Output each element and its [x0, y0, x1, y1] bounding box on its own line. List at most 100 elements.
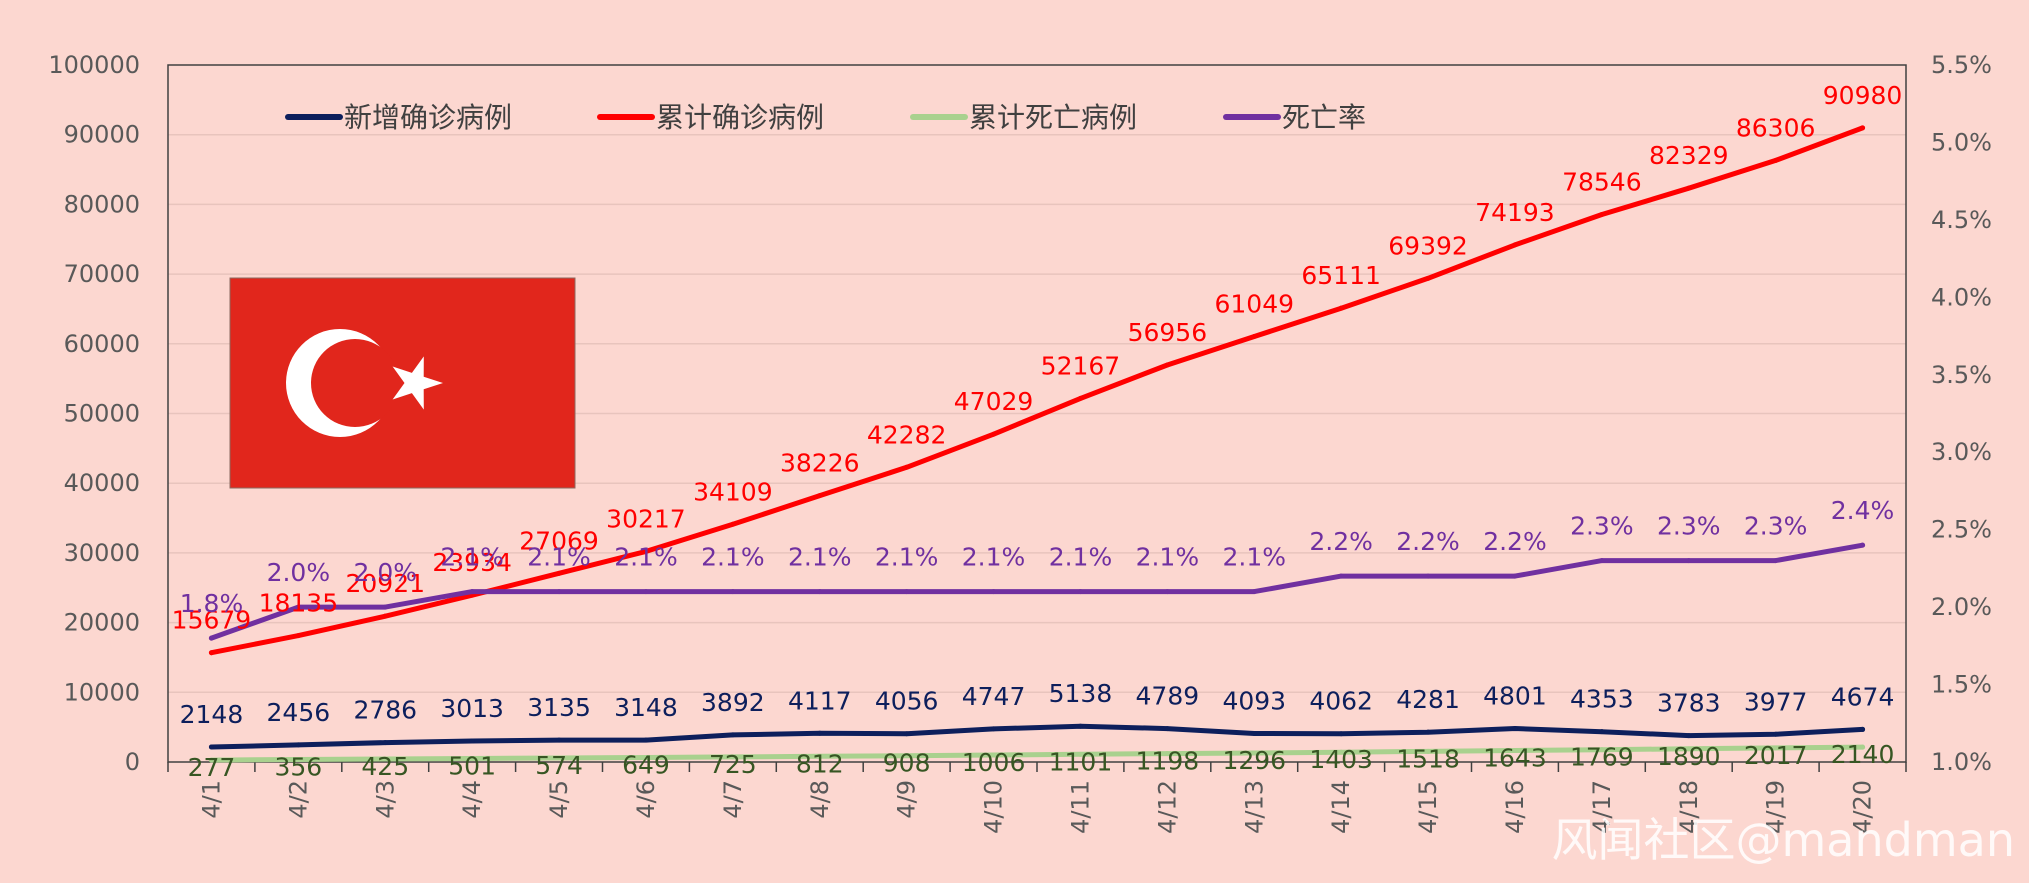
- data-point: [1077, 395, 1083, 401]
- data-label: 78546: [1562, 168, 1642, 197]
- y2-tick-label: 4.5%: [1931, 206, 1992, 234]
- data-label: 3013: [440, 694, 504, 723]
- series-line: [208, 744, 1866, 763]
- data-point: [817, 753, 823, 759]
- x-tick-label: 4/13: [1240, 780, 1268, 834]
- data-point: [643, 589, 649, 595]
- data-point: [643, 754, 649, 760]
- legend-label: 累计确诊病例: [656, 101, 824, 134]
- x-tick-label: 4/10: [980, 780, 1008, 834]
- y2-tick-label: 2.5%: [1931, 516, 1992, 544]
- data-point: [1338, 305, 1344, 311]
- x-tick-label: 4/9: [893, 780, 921, 819]
- data-label: 649: [622, 750, 670, 779]
- data-point: [1599, 729, 1605, 735]
- y-tick-label: 70000: [64, 260, 140, 288]
- data-label: 69392: [1388, 231, 1468, 260]
- y2-tick-label: 3.0%: [1931, 438, 1992, 466]
- data-label: 1403: [1309, 745, 1373, 774]
- data-point: [556, 737, 562, 743]
- y-tick-label: 50000: [64, 400, 140, 428]
- x-tick-label: 4/3: [371, 780, 399, 819]
- data-point: [1251, 333, 1257, 339]
- y-tick-label: 60000: [64, 330, 140, 358]
- data-point: [556, 570, 562, 576]
- data-label: 1518: [1396, 744, 1460, 773]
- data-point: [1860, 744, 1866, 750]
- data-label: 1769: [1570, 743, 1634, 772]
- data-point: [382, 756, 388, 762]
- data-label: 2.2%: [1483, 527, 1547, 556]
- data-label: 42282: [867, 420, 947, 449]
- data-label: 2140: [1831, 740, 1895, 769]
- data-label: 2.1%: [1136, 543, 1200, 572]
- data-label: 2456: [267, 698, 331, 727]
- data-label: 2.0%: [267, 558, 331, 587]
- data-point: [1512, 748, 1518, 754]
- data-point: [1686, 185, 1692, 191]
- data-label: 3892: [701, 688, 765, 717]
- data-label: 356: [274, 753, 322, 782]
- data-point: [1251, 750, 1257, 756]
- y2-tick-label: 5.5%: [1931, 51, 1992, 79]
- data-point: [817, 730, 823, 736]
- x-tick-label: 4/19: [1762, 780, 1790, 834]
- series-lines: [208, 125, 1866, 763]
- data-point: [1773, 745, 1779, 751]
- data-label: 56956: [1128, 318, 1208, 347]
- data-point: [1860, 726, 1866, 732]
- data-label: 1006: [962, 748, 1026, 777]
- data-label: 18135: [259, 589, 339, 618]
- x-tick-label: 4/7: [719, 780, 747, 819]
- data-label: 2.1%: [1049, 543, 1113, 572]
- y-tick-label: 30000: [64, 539, 140, 567]
- data-point: [469, 756, 475, 762]
- y-tick-label: 0: [125, 748, 140, 776]
- x-tick-label: 4/16: [1501, 780, 1529, 834]
- data-point: [1686, 733, 1692, 739]
- data-label: 2.3%: [1744, 512, 1808, 541]
- data-label: 61049: [1214, 289, 1294, 318]
- data-point: [904, 753, 910, 759]
- data-point: [1164, 726, 1170, 732]
- data-label: 2.1%: [614, 543, 678, 572]
- legend-label: 死亡率: [1282, 101, 1366, 134]
- data-point: [1512, 726, 1518, 732]
- data-point: [1338, 749, 1344, 755]
- data-point: [730, 754, 736, 760]
- data-point: [904, 464, 910, 470]
- y2-tick-label: 2.0%: [1931, 593, 1992, 621]
- data-label: 1296: [1222, 746, 1286, 775]
- data-point: [1077, 723, 1083, 729]
- data-label: 4674: [1831, 682, 1895, 711]
- data-point: [1077, 751, 1083, 757]
- data-label: 1890: [1657, 742, 1721, 771]
- data-label: 27069: [519, 526, 599, 555]
- data-point: [1164, 751, 1170, 757]
- data-point: [1773, 558, 1779, 564]
- data-point: [991, 431, 997, 437]
- watermark: 风闻社区@mandman: [1551, 813, 2015, 867]
- right-axis-ticks: 1.0% 1.5% 2.0% 2.5% 3.0% 3.5% 4.0% 4.5% 5.0% 5.5%: [1931, 51, 1992, 776]
- data-label: 812: [796, 749, 844, 778]
- data-point: [1599, 212, 1605, 218]
- data-label: 3148: [614, 693, 678, 722]
- x-tick-label: 4/5: [545, 780, 573, 819]
- data-point: [1164, 362, 1170, 368]
- data-label: 86306: [1736, 113, 1816, 142]
- data-label: 90980: [1823, 81, 1903, 110]
- x-tick-label: 4/12: [1153, 780, 1181, 834]
- data-label: 3135: [527, 693, 591, 722]
- data-label: 4747: [962, 682, 1026, 711]
- data-point: [1860, 542, 1866, 548]
- data-point: [1251, 589, 1257, 595]
- data-point: [1425, 573, 1431, 579]
- data-label: 2.0%: [353, 558, 417, 587]
- data-label: 574: [535, 751, 583, 780]
- legend: 新增确诊病例 累计确诊病例 累计死亡病例 死亡率: [285, 101, 1366, 134]
- data-label: 725: [709, 750, 757, 779]
- data-point: [556, 755, 562, 761]
- data-point: [1338, 573, 1344, 579]
- data-label: 4056: [875, 687, 939, 716]
